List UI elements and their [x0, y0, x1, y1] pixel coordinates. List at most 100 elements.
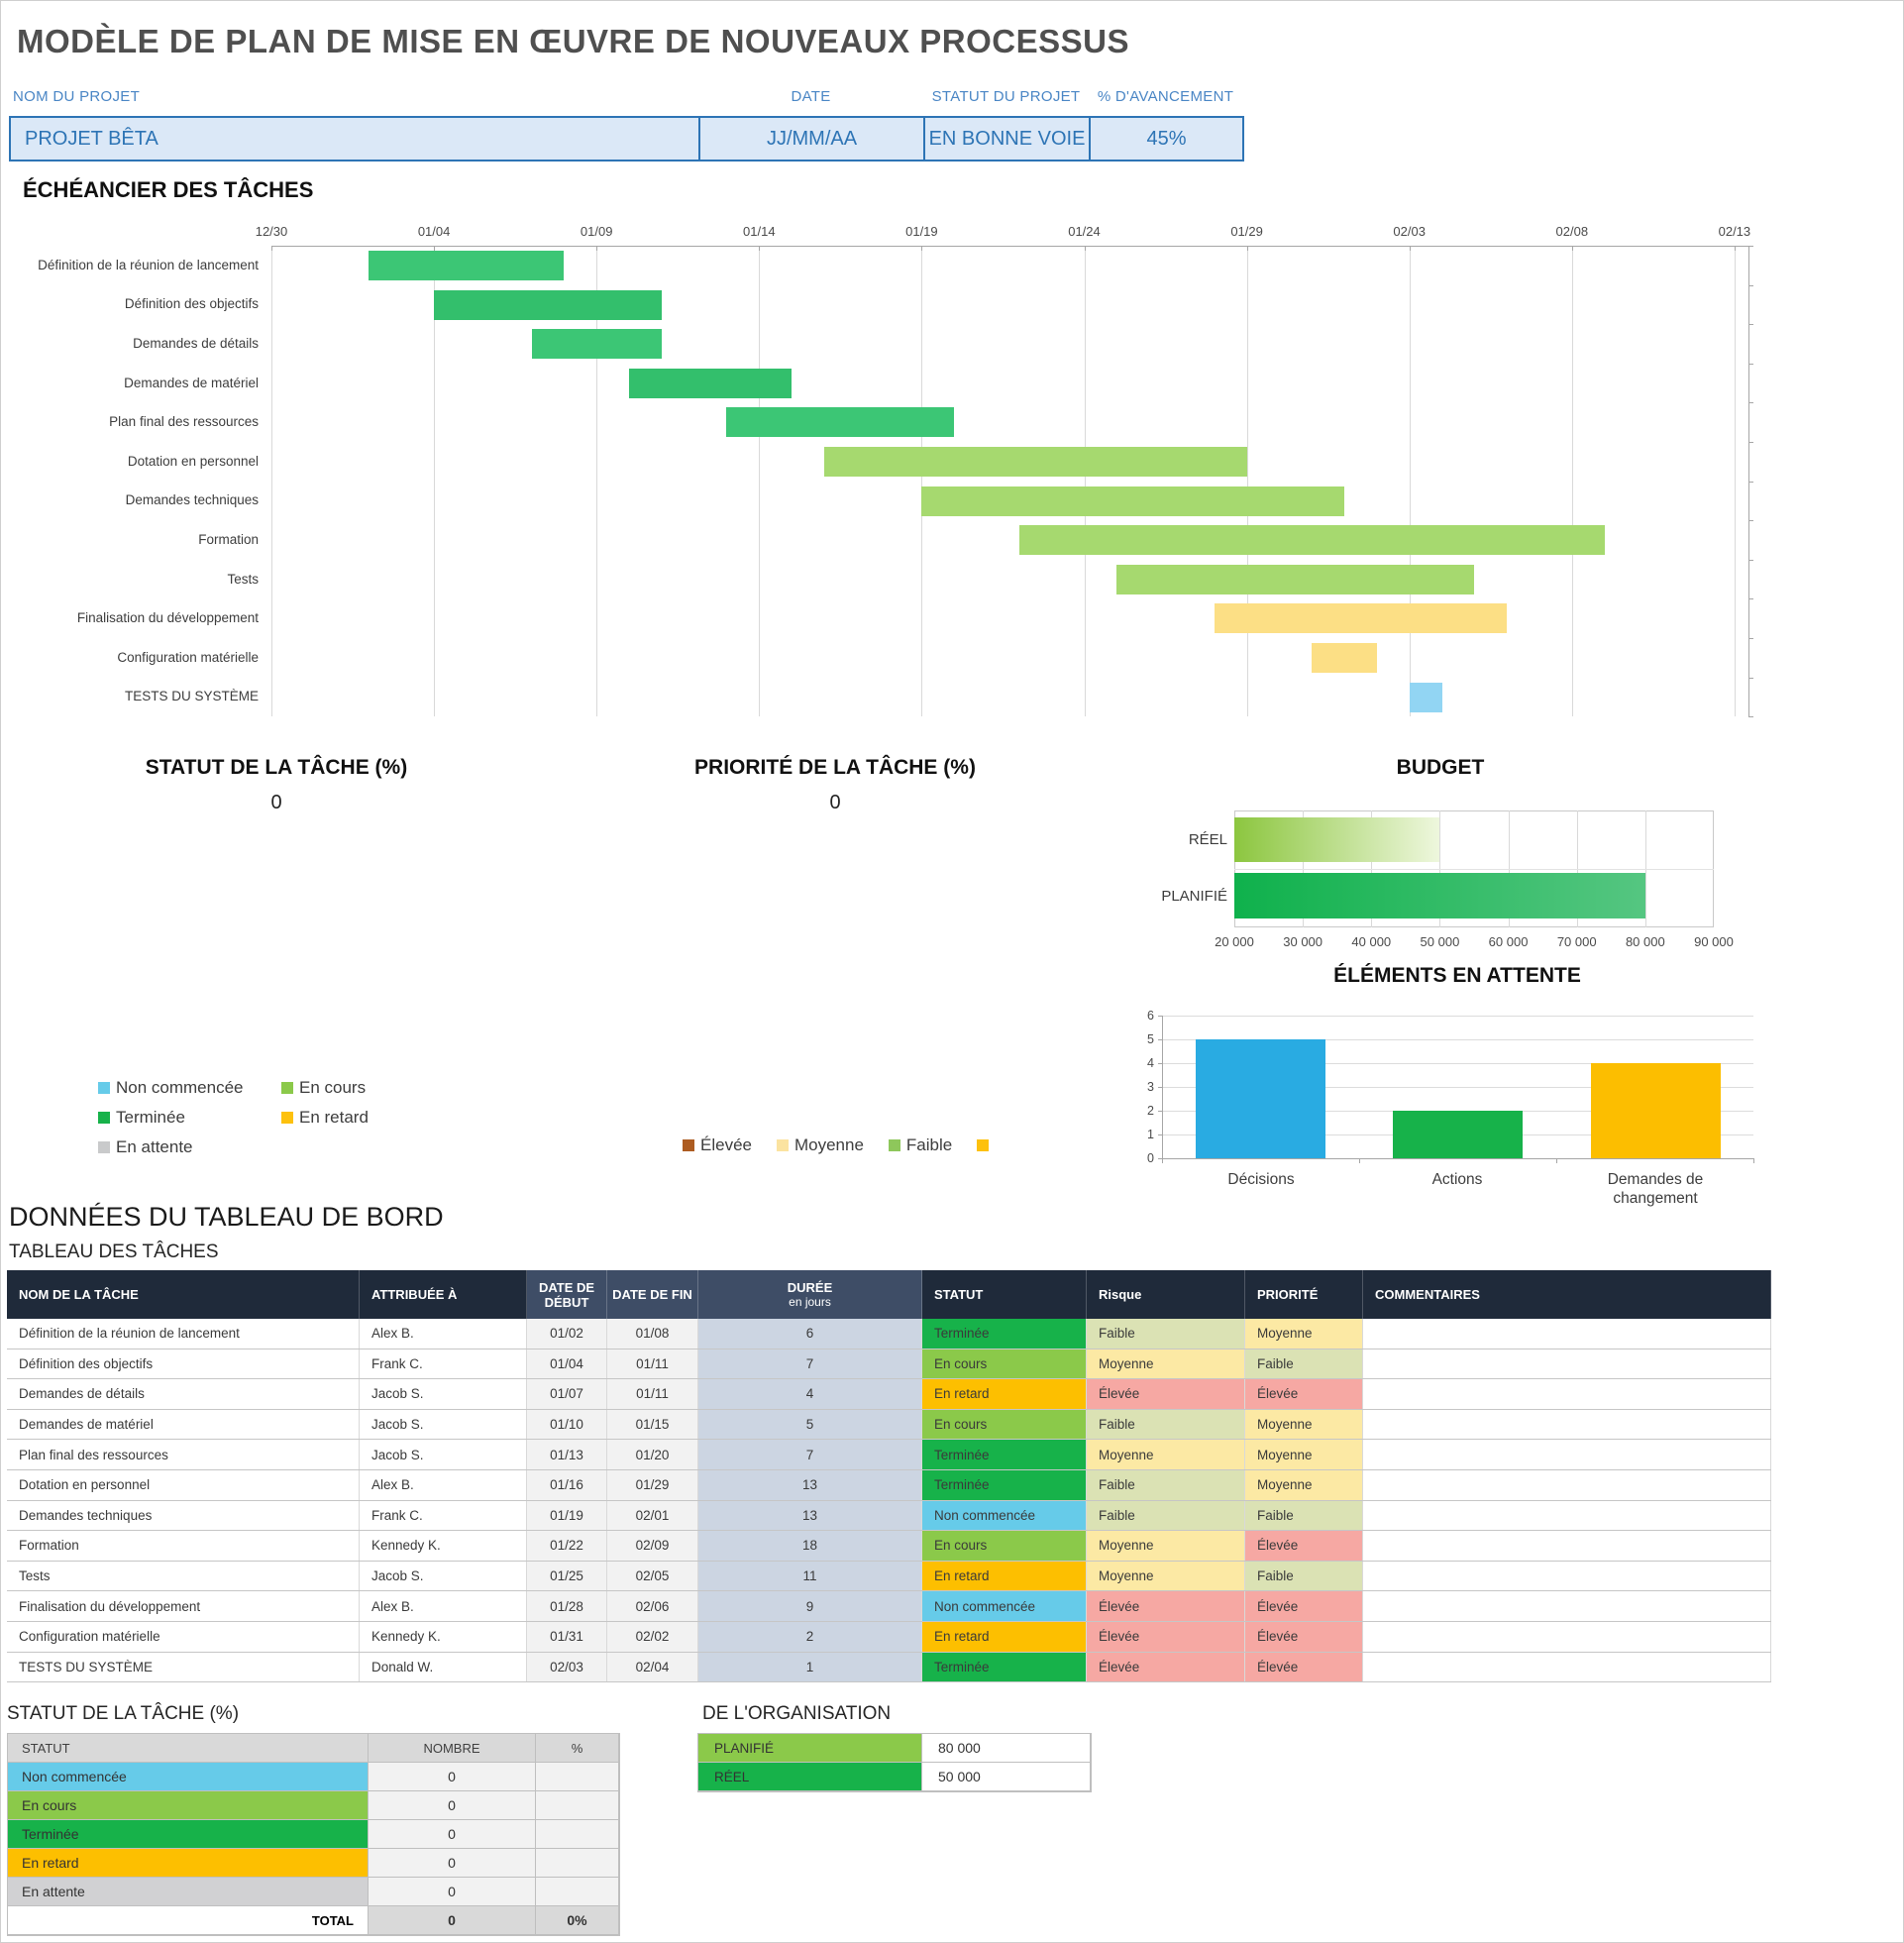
cell-end-date[interactable]: 01/29: [607, 1469, 698, 1500]
cell-priority[interactable]: Faible: [1245, 1561, 1363, 1591]
cell-risk[interactable]: Moyenne: [1087, 1561, 1245, 1591]
cell-duration[interactable]: 9: [698, 1591, 922, 1621]
cell-comment[interactable]: [1363, 1319, 1771, 1349]
summary-status-cell[interactable]: En cours: [8, 1791, 369, 1820]
cell-assignee[interactable]: Kennedy K.: [360, 1531, 527, 1561]
cell-assignee[interactable]: Jacob S.: [360, 1561, 527, 1591]
project-status-cell[interactable]: EN BONNE VOIE: [923, 116, 1091, 162]
cell-task-name[interactable]: Définition de la réunion de lancement: [7, 1319, 360, 1349]
cell-assignee[interactable]: Jacob S.: [360, 1409, 527, 1440]
cell-status[interactable]: En cours: [922, 1409, 1087, 1440]
cell-assignee[interactable]: Frank C.: [360, 1349, 527, 1379]
cell-priority[interactable]: Faible: [1245, 1500, 1363, 1531]
cell-assignee[interactable]: Jacob S.: [360, 1440, 527, 1469]
cell-assignee[interactable]: Alex B.: [360, 1319, 527, 1349]
cell-task-name[interactable]: Dotation en personnel: [7, 1469, 360, 1500]
cell-task-name[interactable]: Finalisation du développement: [7, 1591, 360, 1621]
cell-assignee[interactable]: Kennedy K.: [360, 1621, 527, 1652]
cell-status[interactable]: Non commencée: [922, 1500, 1087, 1531]
cell-comment[interactable]: [1363, 1409, 1771, 1440]
summary-status-cell[interactable]: En retard: [8, 1849, 369, 1878]
cell-duration[interactable]: 2: [698, 1621, 922, 1652]
cell-end-date[interactable]: 02/04: [607, 1652, 698, 1682]
summary-status-cell[interactable]: Terminée: [8, 1820, 369, 1849]
cell-comment[interactable]: [1363, 1621, 1771, 1652]
cell-end-date[interactable]: 02/09: [607, 1531, 698, 1561]
summary-count-cell[interactable]: 0: [369, 1763, 536, 1791]
cell-duration[interactable]: 13: [698, 1469, 922, 1500]
cell-end-date[interactable]: 01/11: [607, 1349, 698, 1379]
cell-task-name[interactable]: Plan final des ressources: [7, 1440, 360, 1469]
cell-risk[interactable]: Moyenne: [1087, 1440, 1245, 1469]
summary-pct-cell[interactable]: [536, 1878, 619, 1906]
cell-task-name[interactable]: Configuration matérielle: [7, 1621, 360, 1652]
cell-end-date[interactable]: 02/01: [607, 1500, 698, 1531]
cell-status[interactable]: En retard: [922, 1621, 1087, 1652]
cell-priority[interactable]: Faible: [1245, 1349, 1363, 1379]
cell-start-date[interactable]: 01/13: [527, 1440, 607, 1469]
cell-assignee[interactable]: Donald W.: [360, 1652, 527, 1682]
org-budget-value-cell[interactable]: 50 000: [922, 1763, 1091, 1791]
cell-start-date[interactable]: 01/25: [527, 1561, 607, 1591]
cell-task-name[interactable]: Demandes techniques: [7, 1500, 360, 1531]
cell-priority[interactable]: Élevée: [1245, 1621, 1363, 1652]
cell-duration[interactable]: 11: [698, 1561, 922, 1591]
summary-status-cell[interactable]: Non commencée: [8, 1763, 369, 1791]
cell-assignee[interactable]: Alex B.: [360, 1469, 527, 1500]
cell-task-name[interactable]: Demandes de détails: [7, 1379, 360, 1409]
cell-start-date[interactable]: 01/28: [527, 1591, 607, 1621]
cell-comment[interactable]: [1363, 1440, 1771, 1469]
cell-duration[interactable]: 7: [698, 1349, 922, 1379]
cell-priority[interactable]: Élevée: [1245, 1652, 1363, 1682]
cell-start-date[interactable]: 01/04: [527, 1349, 607, 1379]
cell-end-date[interactable]: 01/11: [607, 1379, 698, 1409]
cell-start-date[interactable]: 01/10: [527, 1409, 607, 1440]
cell-end-date[interactable]: 01/15: [607, 1409, 698, 1440]
org-budget-value-cell[interactable]: 80 000: [922, 1734, 1091, 1763]
summary-count-cell[interactable]: 0: [369, 1878, 536, 1906]
summary-pct-cell[interactable]: [536, 1820, 619, 1849]
cell-start-date[interactable]: 01/19: [527, 1500, 607, 1531]
cell-end-date[interactable]: 02/05: [607, 1561, 698, 1591]
cell-priority[interactable]: Moyenne: [1245, 1469, 1363, 1500]
cell-task-name[interactable]: Tests: [7, 1561, 360, 1591]
cell-priority[interactable]: Moyenne: [1245, 1440, 1363, 1469]
cell-start-date[interactable]: 01/31: [527, 1621, 607, 1652]
cell-end-date[interactable]: 01/08: [607, 1319, 698, 1349]
cell-assignee[interactable]: Jacob S.: [360, 1379, 527, 1409]
cell-status[interactable]: Terminée: [922, 1319, 1087, 1349]
cell-priority[interactable]: Moyenne: [1245, 1319, 1363, 1349]
cell-comment[interactable]: [1363, 1652, 1771, 1682]
cell-status[interactable]: Terminée: [922, 1652, 1087, 1682]
cell-priority[interactable]: Élevée: [1245, 1379, 1363, 1409]
cell-end-date[interactable]: 02/02: [607, 1621, 698, 1652]
cell-status[interactable]: En cours: [922, 1531, 1087, 1561]
cell-task-name[interactable]: Demandes de matériel: [7, 1409, 360, 1440]
date-cell[interactable]: JJ/MM/AA: [698, 116, 925, 162]
cell-risk[interactable]: Faible: [1087, 1409, 1245, 1440]
cell-comment[interactable]: [1363, 1469, 1771, 1500]
cell-end-date[interactable]: 02/06: [607, 1591, 698, 1621]
summary-count-cell[interactable]: 0: [369, 1791, 536, 1820]
summary-pct-cell[interactable]: [536, 1763, 619, 1791]
cell-status[interactable]: Non commencée: [922, 1591, 1087, 1621]
cell-status[interactable]: En cours: [922, 1349, 1087, 1379]
cell-risk[interactable]: Moyenne: [1087, 1349, 1245, 1379]
cell-assignee[interactable]: Frank C.: [360, 1500, 527, 1531]
cell-status[interactable]: En retard: [922, 1561, 1087, 1591]
cell-comment[interactable]: [1363, 1531, 1771, 1561]
summary-pct-cell[interactable]: [536, 1791, 619, 1820]
cell-end-date[interactable]: 01/20: [607, 1440, 698, 1469]
cell-status[interactable]: Terminée: [922, 1469, 1087, 1500]
cell-duration[interactable]: 6: [698, 1319, 922, 1349]
cell-risk[interactable]: Élevée: [1087, 1652, 1245, 1682]
summary-count-cell[interactable]: 0: [369, 1849, 536, 1878]
cell-priority[interactable]: Élevée: [1245, 1591, 1363, 1621]
cell-start-date[interactable]: 01/16: [527, 1469, 607, 1500]
project-name-cell[interactable]: PROJET BÊTA: [9, 116, 700, 162]
cell-comment[interactable]: [1363, 1349, 1771, 1379]
cell-risk[interactable]: Moyenne: [1087, 1531, 1245, 1561]
cell-priority[interactable]: Moyenne: [1245, 1409, 1363, 1440]
cell-start-date[interactable]: 01/22: [527, 1531, 607, 1561]
cell-start-date[interactable]: 01/02: [527, 1319, 607, 1349]
